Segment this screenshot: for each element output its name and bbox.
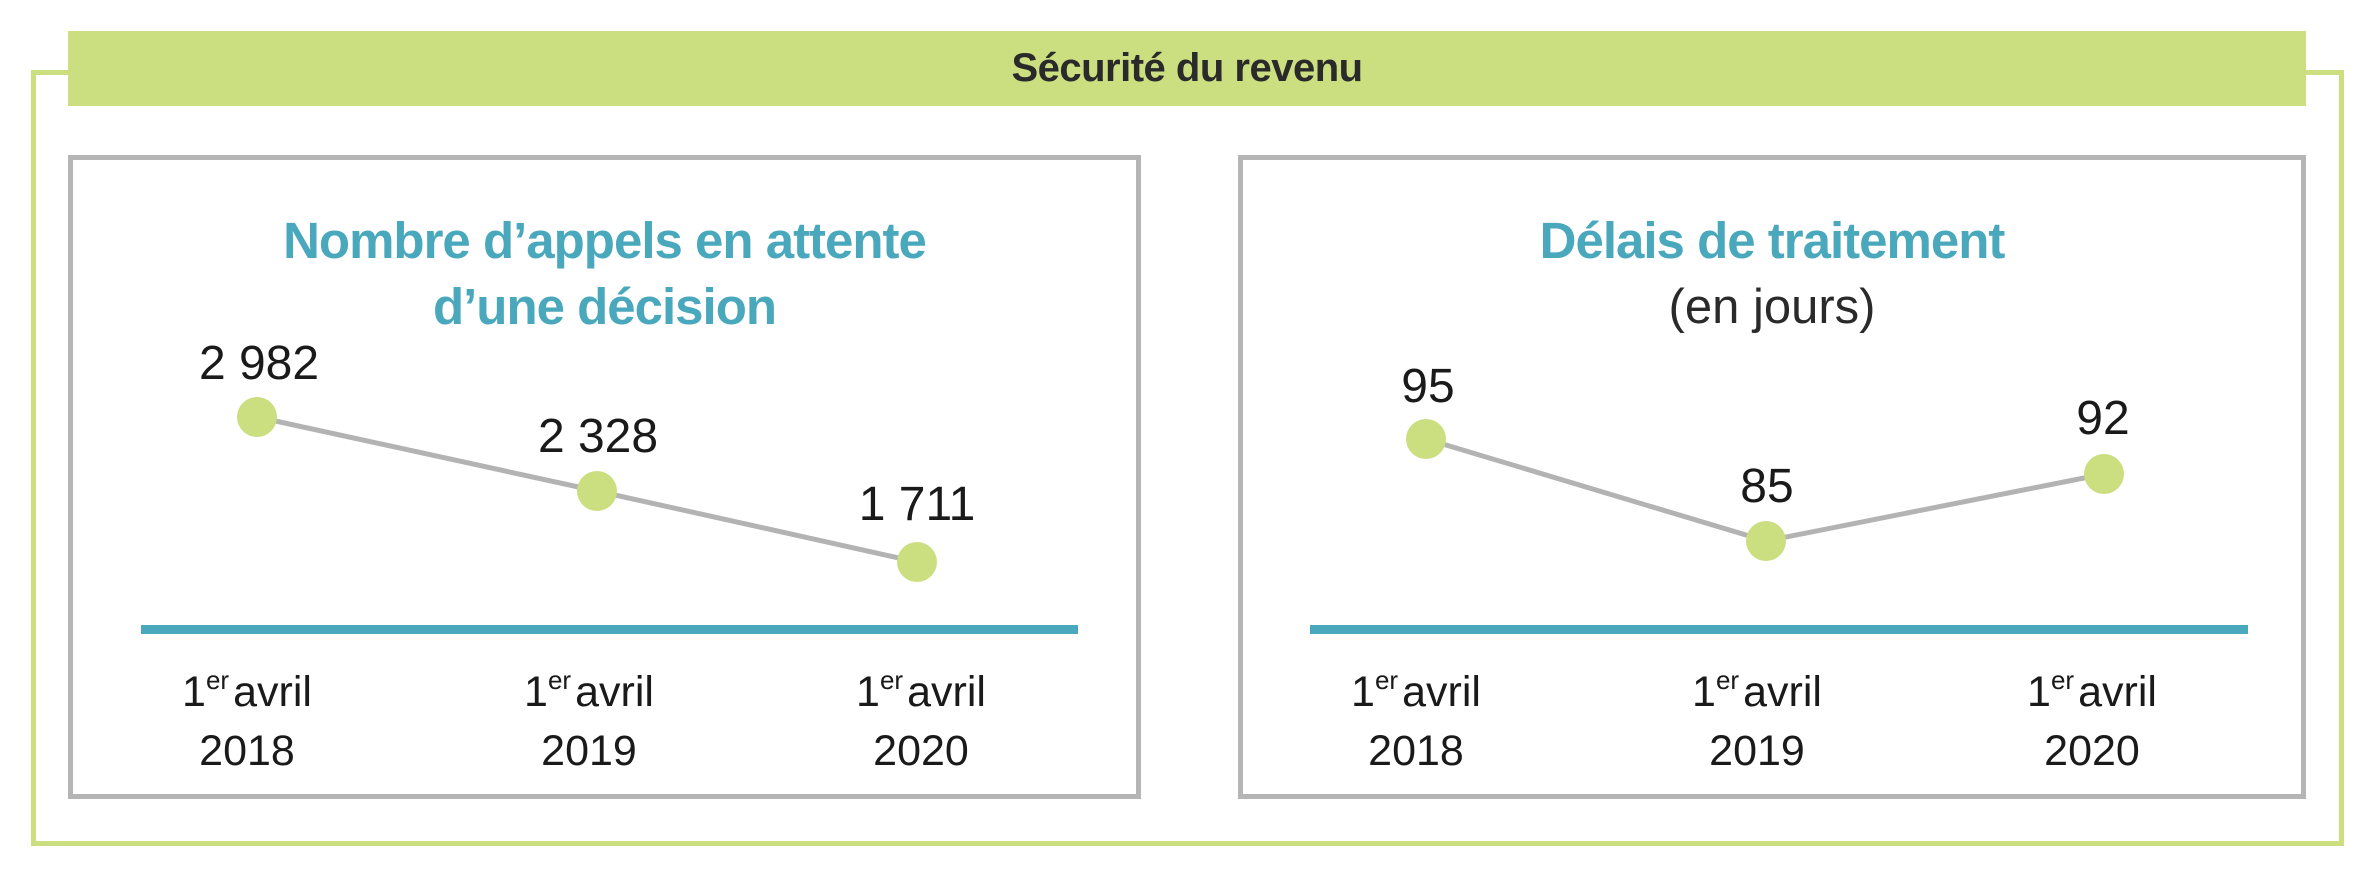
data-point [1746, 521, 1786, 561]
data-point [1406, 419, 1446, 459]
data-point [897, 542, 937, 582]
data-label: 2 982 [199, 337, 319, 390]
chart-title-line2: d’une décision [432, 278, 777, 335]
chart-title: Nombre d’appels en attente [283, 212, 927, 269]
data-label: 85 [1740, 460, 1793, 513]
x-axis-line [1310, 625, 2248, 634]
data-point [577, 471, 617, 511]
chart-panel-pending-appeals: Nombre d’appels en attente d’une décisio… [68, 155, 1141, 799]
series-line [1425, 436, 1767, 544]
x-axis-label: 1eravril 2020 [856, 665, 986, 775]
series-line [256, 414, 598, 494]
data-point [237, 397, 277, 437]
series-line [596, 488, 918, 565]
series-line [1765, 471, 2105, 544]
x-axis-label: 1eravril 2019 [1692, 665, 1822, 775]
data-label: 2 328 [538, 410, 658, 463]
x-axis-label: 1eravril 2018 [1351, 665, 1481, 775]
data-label: 1 711 [859, 478, 976, 531]
line-chart-processing-times: 95 85 92 [1310, 360, 2248, 634]
chart-title: Délais de traitement [1539, 212, 2006, 269]
x-axis-label: 1eravril 2020 [2027, 665, 2157, 775]
line-chart-pending-appeals: 2 982 2 328 1 711 [141, 337, 1078, 634]
chart-subtitle: (en jours) [1668, 280, 1876, 334]
data-label: 95 [1401, 360, 1454, 413]
x-axis-line [141, 625, 1078, 634]
chart-panel-processing-times: Délais de traitement (en jours) 95 85 92… [1238, 155, 2306, 799]
data-label: 92 [2076, 392, 2129, 445]
x-axis-label: 1eravril 2019 [524, 665, 654, 775]
section-banner: Sécurité du revenu [68, 31, 2306, 106]
data-point [2084, 454, 2124, 494]
x-axis-label: 1eravril 2018 [182, 665, 312, 775]
section-title: Sécurité du revenu [1011, 46, 1363, 90]
